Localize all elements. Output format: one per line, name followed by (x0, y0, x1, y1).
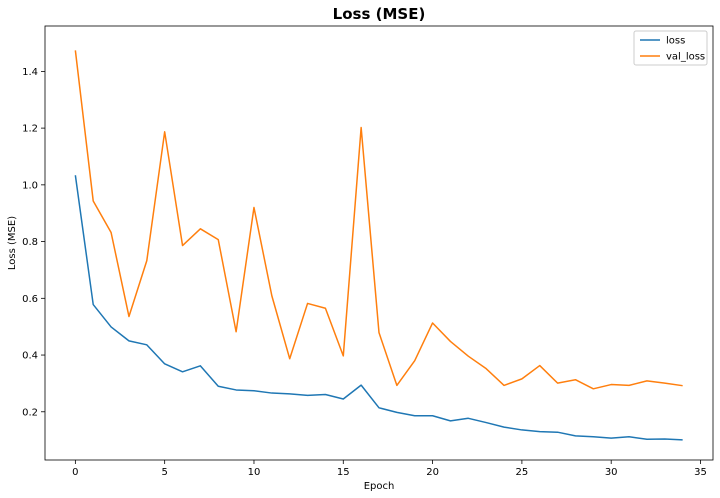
legend-label-val_loss: val_loss (666, 52, 705, 63)
y-tick-label: 0.4 (22, 351, 38, 362)
x-tick-label: 30 (605, 467, 618, 478)
x-axis-label: Epoch (364, 481, 395, 492)
x-tick-label: 15 (337, 467, 350, 478)
x-tick-label: 25 (516, 467, 529, 478)
x-tick-label: 10 (248, 467, 261, 478)
x-axis: 0 5 10 15 20 25 30 35 (72, 460, 707, 478)
y-tick-label: 0.2 (22, 407, 38, 418)
chart-title: Loss (MSE) (333, 5, 426, 23)
series-line-val_loss (74, 50, 683, 390)
plot-area (44, 25, 714, 461)
x-tick-label: 5 (161, 467, 167, 478)
y-tick-label: 1.2 (22, 124, 38, 135)
y-axis-label: Loss (MSE) (7, 216, 18, 270)
legend: loss val_loss (633, 30, 708, 66)
y-tick-label: 1.0 (22, 180, 38, 191)
y-axis: 0.2 0.4 0.6 0.8 1.0 1.2 1.4 (22, 67, 45, 418)
x-tick-label: 20 (426, 467, 439, 478)
y-tick-label: 1.4 (22, 67, 38, 78)
y-tick-label: 0.6 (22, 294, 38, 305)
y-tick-label: 0.8 (22, 237, 38, 248)
legend-label-loss: loss (666, 36, 685, 47)
plot-frame (44, 25, 714, 461)
x-tick-label: 35 (694, 467, 707, 478)
series-line-loss (74, 175, 683, 441)
x-tick-label: 0 (72, 467, 78, 478)
